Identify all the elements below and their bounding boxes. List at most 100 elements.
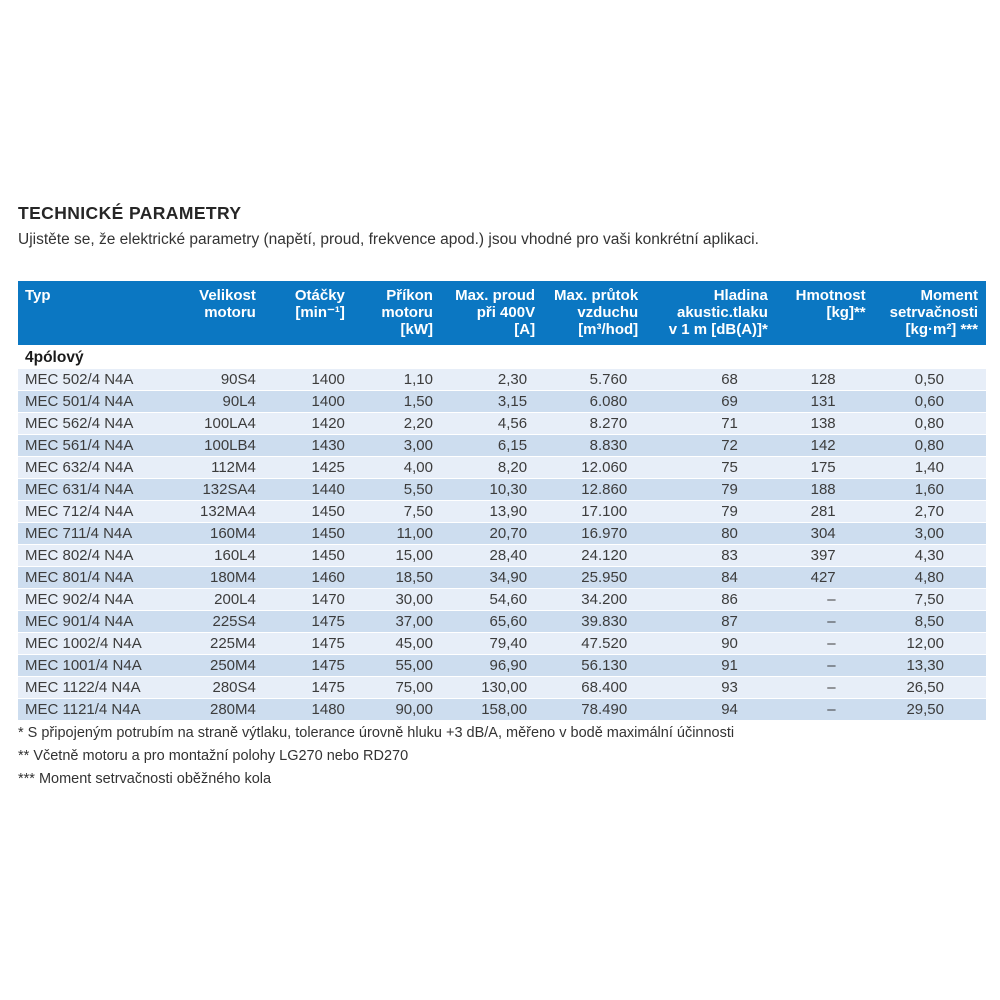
cell-moment: 0,80: [873, 434, 986, 457]
column-header-prikon-motoru: Příkon motoru [kW]: [352, 281, 441, 345]
table-header-row: Typ Velikost motoru Otáčky [min⁻¹] Příkon moto…: [18, 281, 986, 345]
cell-prikon-motoru: 7,50: [352, 500, 441, 523]
cell-hmotnost: 188: [775, 478, 874, 501]
cell-prikon-motoru: 18,50: [352, 566, 441, 589]
cell-max-proud: 54,60: [440, 588, 544, 611]
cell-hmotnost: 142: [775, 434, 874, 457]
column-header-velikost-motoru: Velikost motoru: [168, 281, 264, 345]
cell-hladina-tlaku: 72: [646, 434, 776, 457]
cell-velikost-motoru: 100LB4: [168, 434, 264, 457]
cell-moment: 3,00: [873, 522, 986, 545]
cell-moment: 26,50: [873, 676, 986, 699]
cell-otacky: 1480: [263, 698, 353, 721]
cell-hladina-tlaku: 84: [646, 566, 776, 589]
cell-max-proud: 3,15: [440, 390, 544, 413]
cell-typ: MEC 802/4 N4A: [18, 544, 169, 567]
cell-velikost-motoru: 250M4: [168, 654, 264, 677]
cell-max-prutok: 16.970: [543, 522, 647, 545]
cell-max-proud: 2,30: [440, 368, 544, 391]
cell-max-proud: 34,90: [440, 566, 544, 589]
column-header-max-proud: Max. proud při 400V [A]: [440, 281, 544, 345]
table-row: MEC 1001/4 N4A 250M4 1475 55,00 96,90 56.130 9…: [18, 654, 986, 677]
table-row: MEC 1122/4 N4A 280S4 1475 75,00 130,00 68.400…: [18, 676, 986, 699]
cell-moment: 1,60: [873, 478, 986, 501]
cell-otacky: 1425: [263, 456, 353, 479]
cell-velikost-motoru: 280S4: [168, 676, 264, 699]
cell-typ: MEC 902/4 N4A: [18, 588, 169, 611]
cell-hmotnost: –: [775, 588, 874, 611]
cell-moment: 7,50: [873, 588, 986, 611]
cell-prikon-motoru: 15,00: [352, 544, 441, 567]
cell-hmotnost: 281: [775, 500, 874, 523]
cell-prikon-motoru: 37,00: [352, 610, 441, 633]
cell-prikon-motoru: 55,00: [352, 654, 441, 677]
cell-velikost-motoru: 280M4: [168, 698, 264, 721]
table-row: MEC 501/4 N4A 90L4 1400 1,50 3,15 6.080 69 131 0…: [18, 390, 986, 413]
cell-typ: MEC 711/4 N4A: [18, 522, 169, 545]
cell-hladina-tlaku: 80: [646, 522, 776, 545]
cell-moment: 2,70: [873, 500, 986, 523]
cell-max-prutok: 17.100: [543, 500, 647, 523]
cell-prikon-motoru: 2,20: [352, 412, 441, 435]
cell-hladina-tlaku: 83: [646, 544, 776, 567]
cell-velikost-motoru: 180M4: [168, 566, 264, 589]
cell-max-proud: 28,40: [440, 544, 544, 567]
cell-moment: 0,50: [873, 368, 986, 391]
table-section-row: 4pólový: [18, 345, 986, 369]
table-row: MEC 712/4 N4A 132MA4 1450 7,50 13,90 17.100 79…: [18, 500, 986, 523]
cell-moment: 13,30: [873, 654, 986, 677]
footnote-1: * S připojeným potrubím na straně výtlak…: [18, 725, 735, 741]
cell-otacky: 1420: [263, 412, 353, 435]
cell-hladina-tlaku: 68: [646, 368, 776, 391]
cell-typ: MEC 501/4 N4A: [18, 390, 169, 413]
cell-max-prutok: 56.130: [543, 654, 647, 677]
cell-max-proud: 8,20: [440, 456, 544, 479]
cell-max-prutok: 24.120: [543, 544, 647, 567]
cell-prikon-motoru: 75,00: [352, 676, 441, 699]
cell-typ: MEC 1001/4 N4A: [18, 654, 169, 677]
cell-moment: 12,00: [873, 632, 986, 655]
cell-typ: MEC 901/4 N4A: [18, 610, 169, 633]
cell-max-prutok: 78.490: [543, 698, 647, 721]
cell-moment: 1,40: [873, 456, 986, 479]
table-row: MEC 562/4 N4A 100LA4 1420 2,20 4,56 8.270 71 13…: [18, 412, 986, 435]
cell-max-prutok: 12.060: [543, 456, 647, 479]
column-header-hladina-tlaku: Hladina akustic.tlaku v 1 m [dB(A)]*: [646, 281, 776, 345]
cell-otacky: 1475: [263, 632, 353, 655]
cell-moment: 8,50: [873, 610, 986, 633]
footnotes: * S připojeným potrubím na straně výtlak…: [18, 726, 734, 795]
cell-prikon-motoru: 45,00: [352, 632, 441, 655]
cell-max-prutok: 68.400: [543, 676, 647, 699]
cell-hladina-tlaku: 75: [646, 456, 776, 479]
cell-hladina-tlaku: 79: [646, 500, 776, 523]
cell-otacky: 1450: [263, 544, 353, 567]
cell-typ: MEC 631/4 N4A: [18, 478, 169, 501]
cell-max-proud: 79,40: [440, 632, 544, 655]
cell-prikon-motoru: 3,00: [352, 434, 441, 457]
cell-moment: 4,80: [873, 566, 986, 589]
cell-typ: MEC 502/4 N4A: [18, 368, 169, 391]
cell-hmotnost: 175: [775, 456, 874, 479]
cell-max-prutok: 6.080: [543, 390, 647, 413]
cell-hmotnost: 397: [775, 544, 874, 567]
cell-otacky: 1475: [263, 610, 353, 633]
cell-prikon-motoru: 5,50: [352, 478, 441, 501]
cell-velikost-motoru: 90S4: [168, 368, 264, 391]
cell-max-prutok: 47.520: [543, 632, 647, 655]
cell-prikon-motoru: 90,00: [352, 698, 441, 721]
column-header-max-prutok: Max. průtok vzduchu [m³/hod]: [543, 281, 647, 345]
cell-moment: 29,50: [873, 698, 986, 721]
table-row: MEC 1002/4 N4A 225M4 1475 45,00 79,40 47.520 9…: [18, 632, 986, 655]
footnote-3: *** Moment setrvačnosti oběžného kola: [18, 771, 272, 787]
cell-velikost-motoru: 225S4: [168, 610, 264, 633]
table-row: MEC 1121/4 N4A 280M4 1480 90,00 158,00 78.490…: [18, 698, 986, 721]
cell-max-proud: 158,00: [440, 698, 544, 721]
cell-max-prutok: 34.200: [543, 588, 647, 611]
cell-max-proud: 65,60: [440, 610, 544, 633]
cell-hmotnost: 128: [775, 368, 874, 391]
cell-max-prutok: 25.950: [543, 566, 647, 589]
cell-prikon-motoru: 1,10: [352, 368, 441, 391]
table-row: MEC 901/4 N4A 225S4 1475 37,00 65,60 39.830 87…: [18, 610, 986, 633]
cell-otacky: 1440: [263, 478, 353, 501]
cell-typ: MEC 712/4 N4A: [18, 500, 169, 523]
